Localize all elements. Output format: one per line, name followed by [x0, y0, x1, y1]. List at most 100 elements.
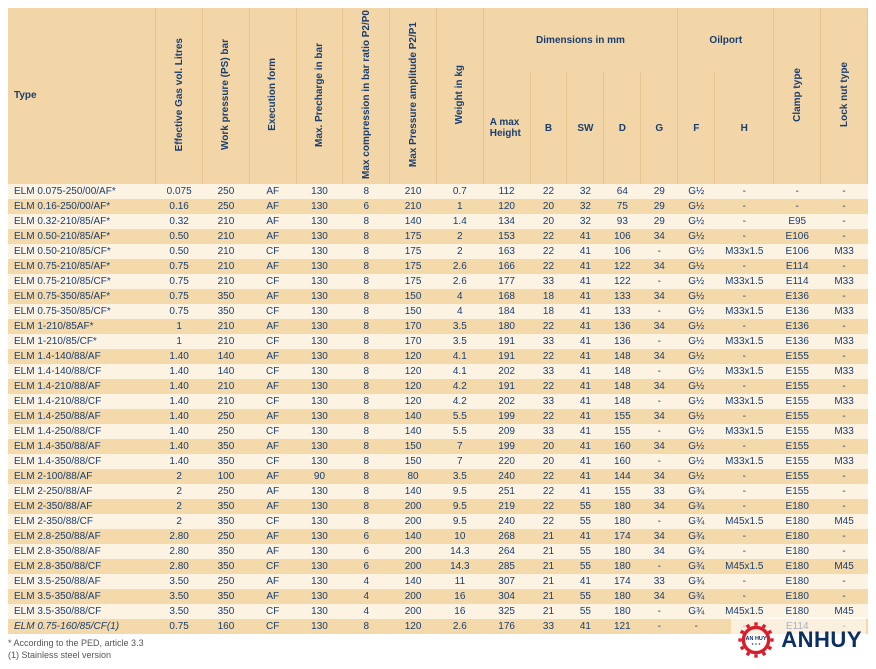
table-row: ELM 0.32-210/85/AF*0.32210AF13081401.413… [8, 214, 868, 229]
cell-lock: - [821, 199, 868, 214]
cell-wt: 11 [436, 574, 483, 589]
cell-a: 304 [483, 589, 530, 604]
col-f: F [678, 72, 715, 184]
cell-a: 285 [483, 559, 530, 574]
cell-mpa: 140 [390, 424, 437, 439]
cell-g: - [641, 334, 678, 349]
col-weight: Weight in kg [436, 8, 483, 184]
cell-wt: 3.5 [436, 319, 483, 334]
cell-mc: 8 [343, 184, 390, 199]
cell-g: - [641, 304, 678, 319]
cell-sw: 41 [567, 319, 604, 334]
cell-type: ELM 1-210/85AF* [8, 319, 156, 334]
cell-mc: 8 [343, 244, 390, 259]
cell-sw: 55 [567, 559, 604, 574]
cell-wp: 210 [203, 394, 250, 409]
cell-clamp: E180 [774, 559, 821, 574]
cell-wt: 2 [436, 244, 483, 259]
cell-mc: 8 [343, 454, 390, 469]
cell-wp: 250 [203, 529, 250, 544]
cell-clamp: E180 [774, 529, 821, 544]
cell-d: 155 [604, 409, 641, 424]
cell-f: G½ [678, 259, 715, 274]
table-header: Type Effective Gas vol. Litres Work pres… [8, 8, 868, 184]
cell-mc: 8 [343, 229, 390, 244]
table-row: ELM 1.4-350/88/AF1.40350AF13081507199204… [8, 439, 868, 454]
cell-sw: 41 [567, 529, 604, 544]
cell-gas: 0.75 [156, 619, 203, 634]
cell-d: 174 [604, 529, 641, 544]
cell-wt: 9.5 [436, 499, 483, 514]
cell-a: 307 [483, 574, 530, 589]
cell-type: ELM 1-210/85/CF* [8, 334, 156, 349]
cell-mpa: 140 [390, 574, 437, 589]
cell-type: ELM 1.4-210/88/AF [8, 379, 156, 394]
cell-g: 34 [641, 409, 678, 424]
col-sw: SW [567, 72, 604, 184]
cell-sw: 55 [567, 604, 604, 619]
cell-a: 176 [483, 619, 530, 634]
cell-mp: 130 [296, 319, 343, 334]
cell-wt: 4.1 [436, 349, 483, 364]
cell-mp: 130 [296, 619, 343, 634]
cell-clamp: E155 [774, 424, 821, 439]
cell-wp: 250 [203, 409, 250, 424]
cell-sw: 41 [567, 274, 604, 289]
cell-ef: CF [249, 334, 296, 349]
cell-lock: M33 [821, 364, 868, 379]
cell-gas: 1 [156, 319, 203, 334]
cell-type: ELM 1.4-210/88/CF [8, 394, 156, 409]
cell-f: G¾ [678, 514, 715, 529]
cell-f: G½ [678, 319, 715, 334]
cell-sw: 55 [567, 499, 604, 514]
cell-b: 33 [530, 334, 567, 349]
cell-f: - [678, 619, 715, 634]
cell-gas: 0.16 [156, 199, 203, 214]
cell-d: 155 [604, 484, 641, 499]
cell-mpa: 170 [390, 319, 437, 334]
table-row: ELM 1.4-250/88/AF1.40250AF13081405.51992… [8, 409, 868, 424]
cell-mpa: 200 [390, 544, 437, 559]
cell-wp: 140 [203, 364, 250, 379]
cell-g: - [641, 454, 678, 469]
table-row: ELM 2.8-250/88/AF2.80250AF13061401026821… [8, 529, 868, 544]
cell-type: ELM 0.75-350/85/CF* [8, 304, 156, 319]
cell-sw: 41 [567, 334, 604, 349]
cell-mp: 130 [296, 274, 343, 289]
cell-f: G¾ [678, 484, 715, 499]
cell-wp: 350 [203, 604, 250, 619]
cell-g: 29 [641, 199, 678, 214]
cell-mpa: 200 [390, 514, 437, 529]
cell-h: M45x1.5 [715, 559, 774, 574]
cell-f: G¾ [678, 604, 715, 619]
cell-f: G½ [678, 199, 715, 214]
cell-a: 184 [483, 304, 530, 319]
cell-wp: 350 [203, 289, 250, 304]
cell-a: 163 [483, 244, 530, 259]
cell-gas: 0.75 [156, 289, 203, 304]
cell-mc: 8 [343, 499, 390, 514]
cell-clamp: E136 [774, 289, 821, 304]
table-row: ELM 1-210/85/CF*1210CF13081703.519133411… [8, 334, 868, 349]
cell-wt: 14.3 [436, 544, 483, 559]
cell-b: 18 [530, 289, 567, 304]
cell-wt: 14.3 [436, 559, 483, 574]
cell-g: 34 [641, 289, 678, 304]
cell-b: 20 [530, 199, 567, 214]
cell-wt: 1 [436, 199, 483, 214]
cell-d: 133 [604, 304, 641, 319]
cell-mp: 130 [296, 259, 343, 274]
cell-f: G½ [678, 379, 715, 394]
cell-b: 18 [530, 304, 567, 319]
cell-mc: 6 [343, 559, 390, 574]
col-b: B [530, 72, 567, 184]
cell-d: 174 [604, 574, 641, 589]
cell-clamp: E106 [774, 244, 821, 259]
cell-f: G½ [678, 469, 715, 484]
cell-d: 180 [604, 514, 641, 529]
cell-type: ELM 0.16-250/00/AF* [8, 199, 156, 214]
cell-gas: 0.32 [156, 214, 203, 229]
cell-gas: 2 [156, 484, 203, 499]
colgroup-oilport: Oilport [678, 8, 774, 72]
cell-d: 133 [604, 289, 641, 304]
